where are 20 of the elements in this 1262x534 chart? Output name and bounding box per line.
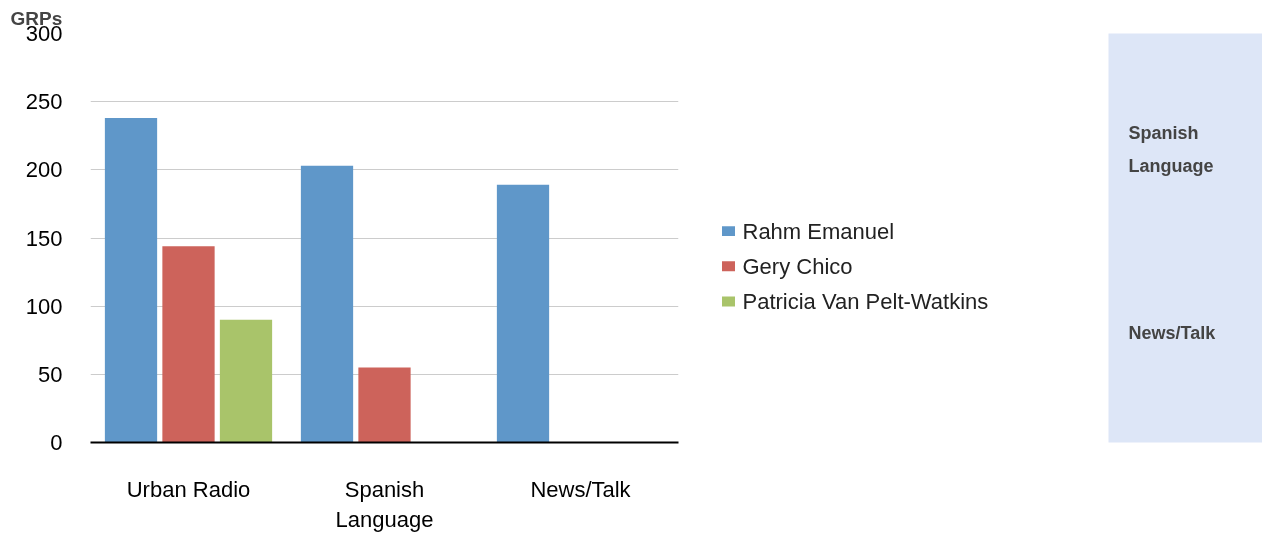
y-tick-label: 100: [25, 293, 63, 319]
bar: [162, 246, 215, 443]
y-tick-label: 0: [50, 430, 63, 455]
bar: [358, 367, 411, 443]
legend-label: Rahm Emanuel: [742, 218, 895, 244]
y-tick-label: 200: [25, 157, 63, 183]
y-tick-label: 50: [38, 361, 63, 387]
legend-label: Patricia Van Pelt-Watkins: [742, 289, 989, 315]
text: Spanish Language: [1128, 122, 1214, 176]
y-tick-label: 250: [25, 89, 63, 115]
x-tick-label: Urban Radio: [126, 476, 251, 502]
legend-label: Gery Chico: [742, 253, 853, 279]
bar: [104, 118, 158, 443]
x-tick-label: Spanish Language: [335, 476, 434, 532]
bar: [300, 165, 354, 443]
bar: [496, 184, 550, 443]
text: News/Talk: [1128, 322, 1217, 343]
y-tick-label: 150: [25, 225, 63, 251]
x-tick-label: News/Talk: [530, 476, 632, 502]
bar: [219, 319, 273, 443]
